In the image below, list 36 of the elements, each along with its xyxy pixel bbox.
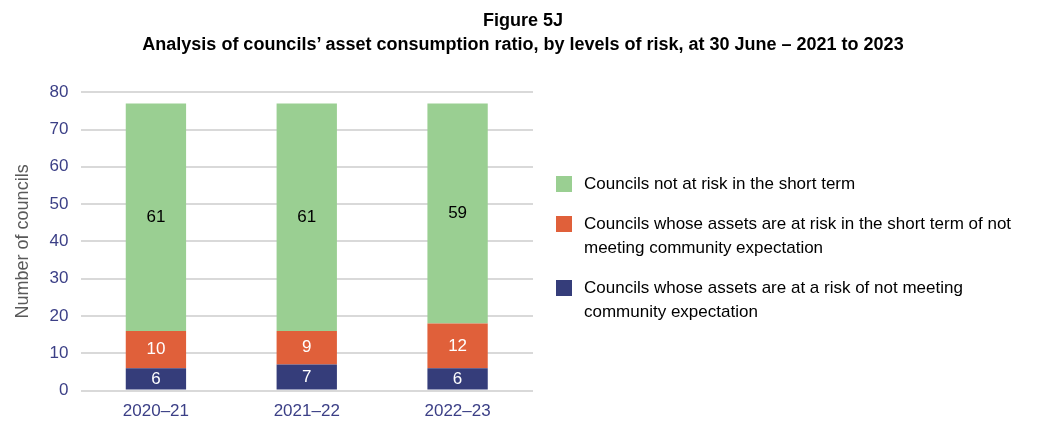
- chart-title: Figure 5J: [482, 9, 564, 32]
- bar: [125, 103, 187, 331]
- y-tick-label: 20: [49, 305, 69, 325]
- y-tick-label: 30: [49, 268, 69, 288]
- data-label: 61: [297, 206, 317, 226]
- bar: [125, 368, 187, 390]
- legend-label: Councils not at risk in the short term: [584, 172, 856, 195]
- y-tick-label: 50: [49, 193, 69, 213]
- y-tick-label: 10: [49, 342, 69, 362]
- x-tick-label: 2022–23: [424, 401, 491, 421]
- data-label: 61: [146, 206, 166, 226]
- data-label: 6: [151, 368, 161, 388]
- bar: [276, 364, 337, 390]
- chart-subtitle: Analysis of councils’ asset consumption ratio, by levels of risk, at 30 June – 2021 to 2023: [141, 33, 905, 56]
- y-tick-label: 40: [49, 231, 69, 251]
- x-tick-label: 2020–21: [122, 401, 190, 421]
- legend-label: Councils whose assets are at a risk of not meeting community expectation: [584, 276, 964, 323]
- data-label: 12: [448, 335, 468, 355]
- y-tick-label: 80: [49, 81, 69, 101]
- data-label: 7: [302, 366, 312, 386]
- bar: [427, 103, 488, 324]
- x-tick-label: 2021–22: [273, 401, 340, 421]
- bar: [427, 368, 488, 390]
- data-label: 9: [302, 337, 312, 357]
- y-tick-label: 70: [49, 119, 69, 139]
- bar: [276, 103, 337, 331]
- data-label: 10: [146, 339, 166, 359]
- y-axis-title: Number of councils: [11, 164, 32, 319]
- legend-label: Councils whose assets are at risk in the short term of not meeting community expectation: [584, 212, 1013, 259]
- y-tick-label: 0: [59, 380, 69, 400]
- bar: [427, 323, 488, 369]
- bar: [125, 330, 187, 369]
- y-tick-label: 60: [49, 156, 69, 176]
- bar: [276, 330, 337, 365]
- data-label: 59: [448, 203, 468, 223]
- data-label: 6: [452, 368, 463, 388]
